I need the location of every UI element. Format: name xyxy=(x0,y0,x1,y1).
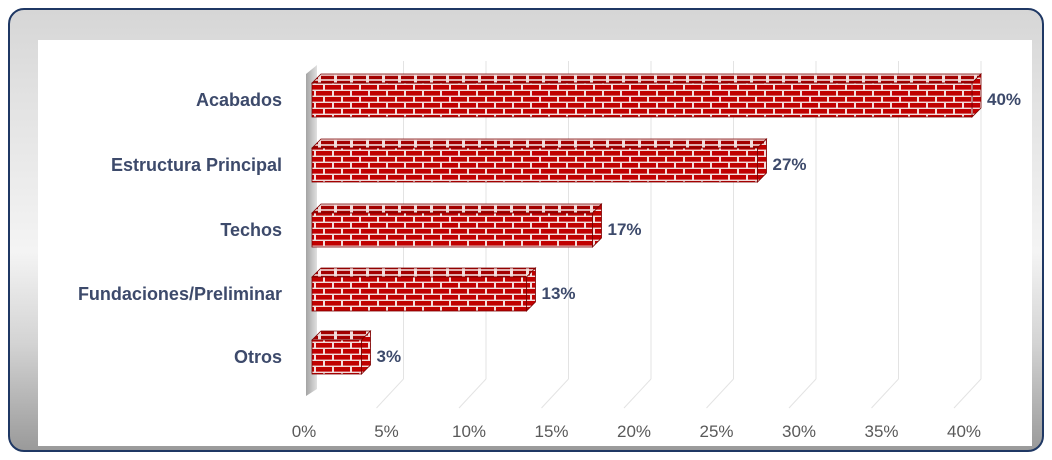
bar-front-face xyxy=(311,339,362,375)
x-tick-label: 35% xyxy=(864,422,898,441)
data-label: 17% xyxy=(608,220,642,239)
bar xyxy=(311,73,982,118)
gridline-floor xyxy=(871,378,899,409)
bar xyxy=(311,267,537,312)
gridline-floor xyxy=(376,378,404,409)
x-tick-label: 40% xyxy=(947,422,981,441)
category-label: Fundaciones/Preliminar xyxy=(78,284,282,304)
gridline-floor xyxy=(458,378,487,409)
gridline-floor xyxy=(706,378,734,409)
bar-top-face xyxy=(311,203,603,214)
x-tick-label: 15% xyxy=(534,422,568,441)
category-label: Otros xyxy=(234,347,282,367)
bar xyxy=(311,330,372,375)
data-label: 3% xyxy=(377,347,402,366)
x-tick-label: 5% xyxy=(374,422,399,441)
gridline-floor xyxy=(953,378,982,409)
gridline-floor xyxy=(541,378,569,409)
x-tick-label: 30% xyxy=(782,422,816,441)
x-tick-label: 25% xyxy=(699,422,733,441)
bar-front-face xyxy=(311,276,527,312)
category-label: Techos xyxy=(220,220,282,240)
data-label: 40% xyxy=(987,90,1021,109)
category-labels: Acabados Estructura Principal Techos Fundac… xyxy=(78,90,282,367)
bar-front-face xyxy=(311,82,973,118)
bar-front-face xyxy=(311,212,593,248)
x-tick-label: 10% xyxy=(452,422,486,441)
bar-top-face xyxy=(311,267,537,278)
x-tick-label: 20% xyxy=(617,422,651,441)
bar-front-face xyxy=(311,147,758,183)
bar xyxy=(311,138,768,183)
bars-group xyxy=(311,73,982,375)
bar-top-face xyxy=(311,73,982,84)
x-tick-label: 0% xyxy=(292,422,317,441)
bar xyxy=(311,203,603,248)
category-label: Estructura Principal xyxy=(111,155,282,175)
data-label: 27% xyxy=(773,155,807,174)
data-label: 13% xyxy=(542,284,576,303)
category-label: Acabados xyxy=(196,90,282,110)
x-tick-labels: 0% 5% 10% 15% 20% 25% 30% 35% 40% xyxy=(292,422,981,441)
bar-top-face xyxy=(311,138,768,149)
gridline-floor xyxy=(788,378,817,409)
bar-top-face xyxy=(311,330,372,341)
data-labels: 40% 27% 17% 13% 3% xyxy=(377,90,1022,366)
gridline-floor xyxy=(623,378,652,409)
